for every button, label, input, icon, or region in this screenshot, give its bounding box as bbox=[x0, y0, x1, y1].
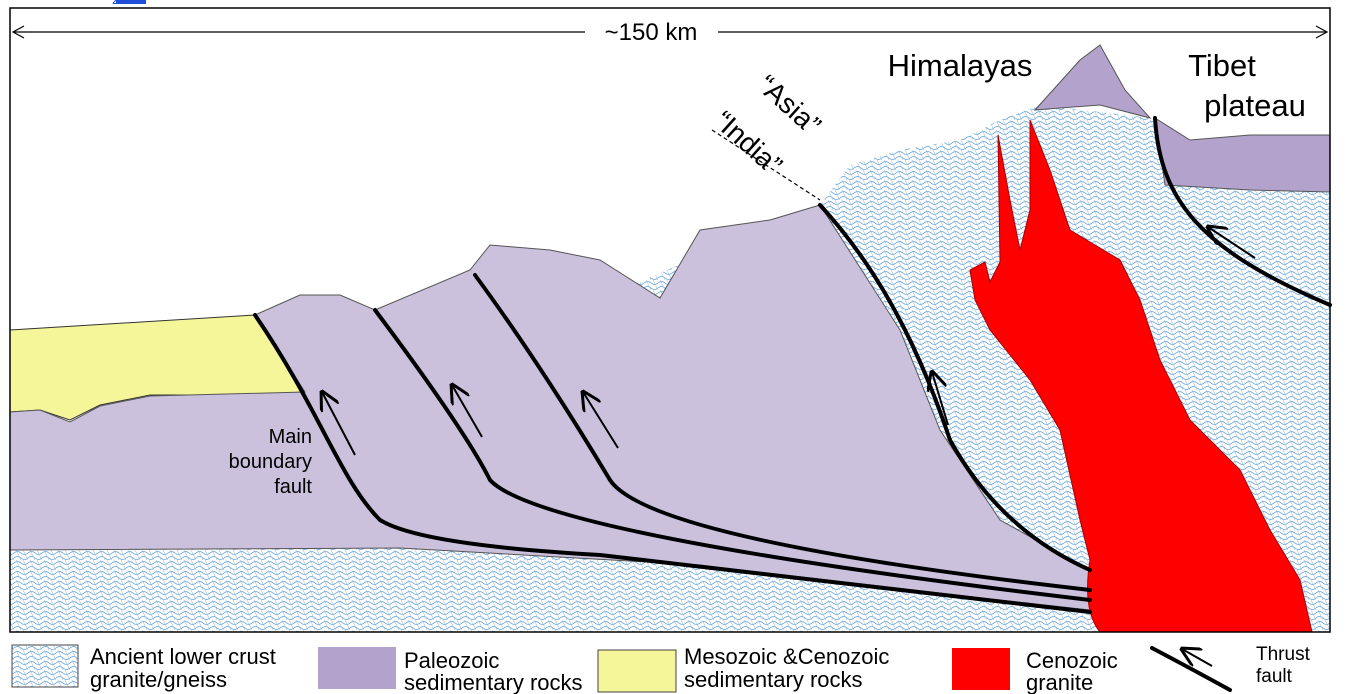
fault bbox=[818, 203, 1092, 572]
legend-arrow bbox=[1182, 649, 1213, 667]
tibet-paleozoic bbox=[1154, 116, 1331, 193]
legend-swatch bbox=[318, 647, 396, 689]
tibet-label: plateau bbox=[1204, 88, 1306, 123]
fault-label: boundary bbox=[229, 451, 312, 473]
frame bbox=[9, 7, 1331, 633]
scale-label: ~150 km bbox=[605, 19, 698, 46]
legend-label: Mesozoic &Cenozoic bbox=[684, 644, 889, 669]
legend-swatch bbox=[952, 648, 1010, 690]
legend-fault bbox=[1150, 646, 1232, 692]
legend-label: Thrust bbox=[1256, 644, 1311, 665]
fault-label: fault bbox=[274, 476, 312, 498]
scale-arrow bbox=[11, 25, 25, 39]
arrow bbox=[452, 385, 483, 438]
fault bbox=[473, 273, 1092, 592]
arrow bbox=[322, 392, 356, 456]
arrow bbox=[932, 372, 949, 426]
legend-label: fault bbox=[1256, 666, 1293, 687]
fault bbox=[253, 313, 1092, 614]
fault bbox=[1153, 116, 1332, 307]
legend-label: sedimentary rocks bbox=[404, 670, 583, 694]
scale-arrow bbox=[1315, 25, 1329, 39]
legend-label: Ancient lower crust bbox=[90, 644, 276, 669]
cross-section bbox=[9, 44, 1332, 633]
legend-label: Cenozoic bbox=[1026, 648, 1118, 673]
legend-label: granite bbox=[1026, 670, 1093, 694]
legend-swatch bbox=[11, 644, 79, 688]
cenozoic-granite bbox=[969, 119, 1313, 633]
legend: Ancient lower crust granite/gneiss Paleo… bbox=[11, 644, 1311, 694]
legend-label: granite/gneiss bbox=[90, 667, 227, 692]
tibet-label: Tibet bbox=[1188, 48, 1256, 83]
ref-underline bbox=[116, 0, 146, 4]
legend-swatch bbox=[597, 649, 677, 693]
legend-label: sedimentary rocks bbox=[684, 667, 863, 692]
fault bbox=[373, 308, 1092, 602]
arrow bbox=[583, 392, 619, 449]
legend-label: Paleozoic bbox=[404, 648, 499, 673]
himalayas-label: Himalayas bbox=[888, 48, 1033, 83]
asia-label: “Asia” bbox=[752, 69, 827, 141]
india-label: “India” bbox=[708, 105, 788, 181]
fault-label: Main bbox=[269, 426, 312, 448]
arrow bbox=[1208, 227, 1256, 259]
paleozoic-peak bbox=[1033, 44, 1152, 119]
suture-line bbox=[711, 129, 821, 201]
